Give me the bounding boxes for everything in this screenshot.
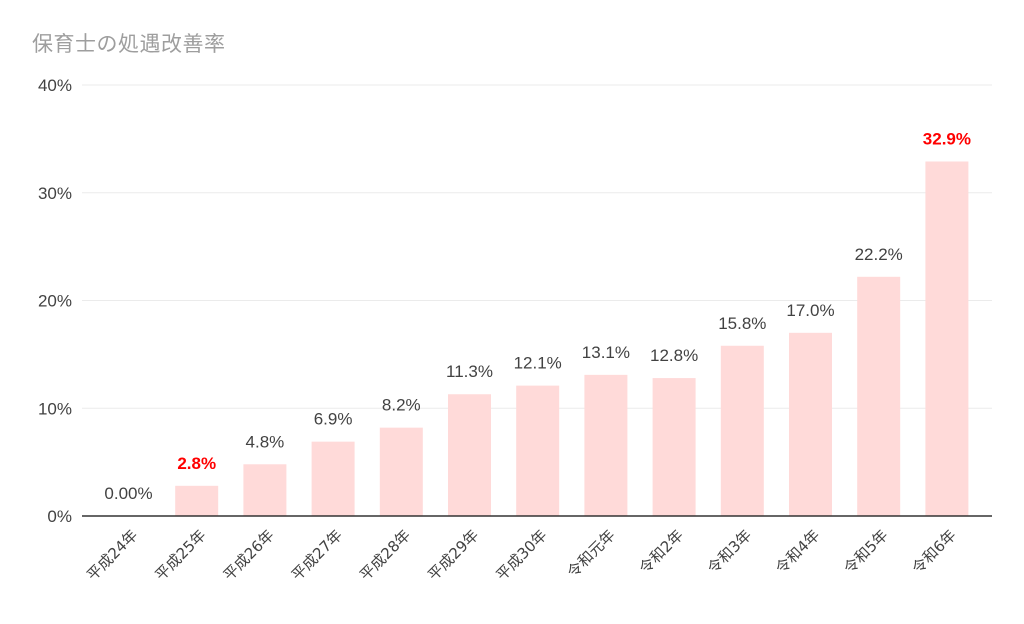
data-label: 11.3% (446, 362, 493, 381)
data-label: 2.8% (177, 454, 216, 473)
data-label: 12.8% (650, 346, 698, 365)
bar (379, 427, 423, 516)
data-label: 8.2% (382, 396, 421, 415)
x-tick-label: 平成28年 (356, 526, 414, 584)
x-tick-label: 令和4年 (772, 526, 823, 577)
x-tick-label: 令和元年 (564, 526, 619, 581)
data-label: 0.00% (104, 484, 152, 503)
bar (652, 378, 696, 516)
data-label: 22.2% (855, 245, 903, 264)
y-tick-label: 30% (38, 184, 72, 203)
bar (720, 345, 764, 516)
data-label: 12.1% (514, 354, 562, 373)
chart-title: 保育士の処遇改善率 (32, 32, 226, 56)
x-tick-label: 令和3年 (704, 526, 755, 577)
bar (243, 464, 287, 516)
x-tick-label: 平成24年 (83, 526, 141, 584)
data-label: 13.1% (582, 343, 630, 362)
bar (311, 441, 355, 516)
x-tick-label: 平成25年 (151, 526, 209, 584)
x-tick-label: 令和5年 (840, 526, 891, 577)
bar (584, 374, 628, 516)
y-tick-label: 40% (38, 76, 72, 95)
data-label: 32.9% (923, 130, 971, 149)
x-tick-label: 平成30年 (492, 526, 550, 584)
bar (789, 332, 832, 516)
y-tick-label: 0% (47, 507, 72, 526)
x-tick-label: 平成26年 (220, 526, 278, 584)
bar (857, 276, 901, 516)
x-tick-label: 平成27年 (288, 526, 346, 584)
data-label: 6.9% (314, 410, 353, 429)
data-label: 17.0% (786, 301, 834, 320)
bar (175, 485, 219, 516)
y-tick-label: 10% (38, 399, 72, 418)
x-tick-label: 令和2年 (636, 526, 687, 577)
x-tick-label: 令和6年 (908, 526, 959, 577)
x-tick-label: 平成29年 (424, 526, 482, 584)
data-label: 4.8% (246, 432, 285, 451)
bar (925, 161, 969, 516)
bar (516, 385, 560, 516)
y-tick-label: 20% (38, 292, 72, 311)
bar (448, 394, 491, 516)
data-label: 15.8% (718, 314, 766, 333)
